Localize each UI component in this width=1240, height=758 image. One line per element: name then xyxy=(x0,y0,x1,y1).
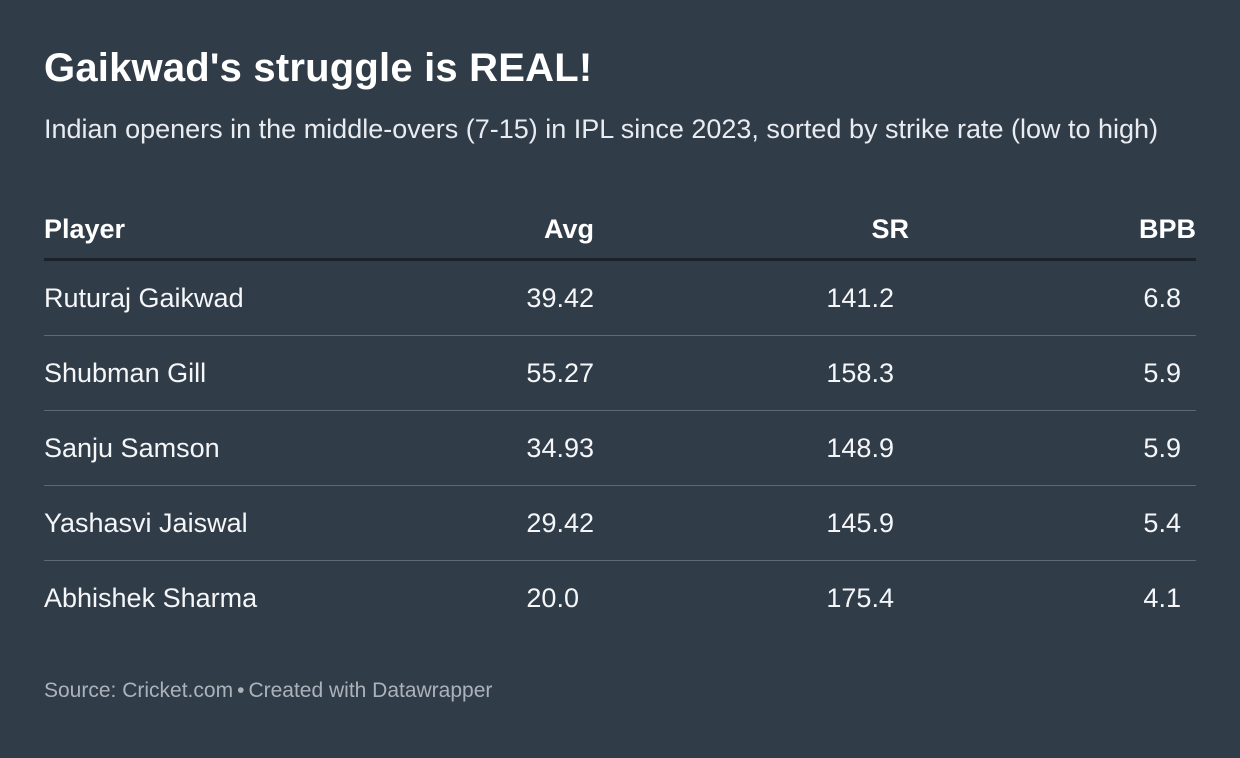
table-row: Ruturaj Gaikwad 39.42 141.20 6.80 xyxy=(44,261,1196,336)
player-name-cell: Yashasvi Jaiswal xyxy=(44,507,248,538)
bpb-cell: 4.10 xyxy=(1143,582,1181,613)
column-header-player: Player xyxy=(44,213,126,244)
table-row: Shubman Gill 55.27 158.30 5.90 xyxy=(44,336,1196,411)
player-name-cell: Sanju Samson xyxy=(44,432,220,463)
table-header-row: Player Avg SR BPB xyxy=(44,200,1196,261)
chart-title: Gaikwad's struggle is REAL! xyxy=(44,46,593,90)
bpb-cell: 6.80 xyxy=(1143,282,1181,313)
avg-cell: 34.93 xyxy=(526,432,594,463)
column-header-avg: Avg xyxy=(543,213,594,244)
player-name-cell: Shubman Gill xyxy=(44,357,207,388)
chart-subtitle: Indian openers in the middle-overs (7-15… xyxy=(44,114,1159,144)
attribution-link[interactable]: Created with Datawrapper xyxy=(248,679,493,702)
table-row: Sanju Samson 34.93 148.90 5.90 xyxy=(44,411,1196,486)
sr-cell: 148.90 xyxy=(826,432,894,463)
chart-footer: Source: Cricket.com • Created with Datawra… xyxy=(44,677,1196,704)
player-name-cell: Abhishek Sharma xyxy=(44,582,258,613)
stats-table: Player Avg SR BPB Ruturaj Gaikwad 39.42 … xyxy=(44,200,1196,635)
table-row: Abhishek Sharma 20.00 175.40 4.10 xyxy=(44,561,1196,635)
footer-separator: • xyxy=(237,679,245,702)
source-link[interactable]: Cricket.com xyxy=(122,679,234,702)
bpb-cell: 5.90 xyxy=(1143,432,1181,463)
sr-cell: 141.20 xyxy=(826,282,894,313)
column-header-sr: SR xyxy=(871,213,909,244)
avg-cell: 55.27 xyxy=(526,357,594,388)
bpb-cell: 5.40 xyxy=(1143,507,1181,538)
column-header-bpb: BPB xyxy=(1138,213,1196,244)
avg-cell: 20.00 xyxy=(526,582,579,613)
table-row: Yashasvi Jaiswal 29.42 145.90 5.40 xyxy=(44,486,1196,561)
player-name-cell: Ruturaj Gaikwad xyxy=(44,282,244,313)
avg-cell: 39.42 xyxy=(526,282,594,313)
avg-cell: 29.42 xyxy=(526,507,594,538)
sr-cell: 158.30 xyxy=(826,357,894,388)
sr-cell: 145.90 xyxy=(826,507,894,538)
source-label: Source: xyxy=(44,679,117,702)
sr-cell: 175.40 xyxy=(826,582,894,613)
bpb-cell: 5.90 xyxy=(1143,357,1181,388)
